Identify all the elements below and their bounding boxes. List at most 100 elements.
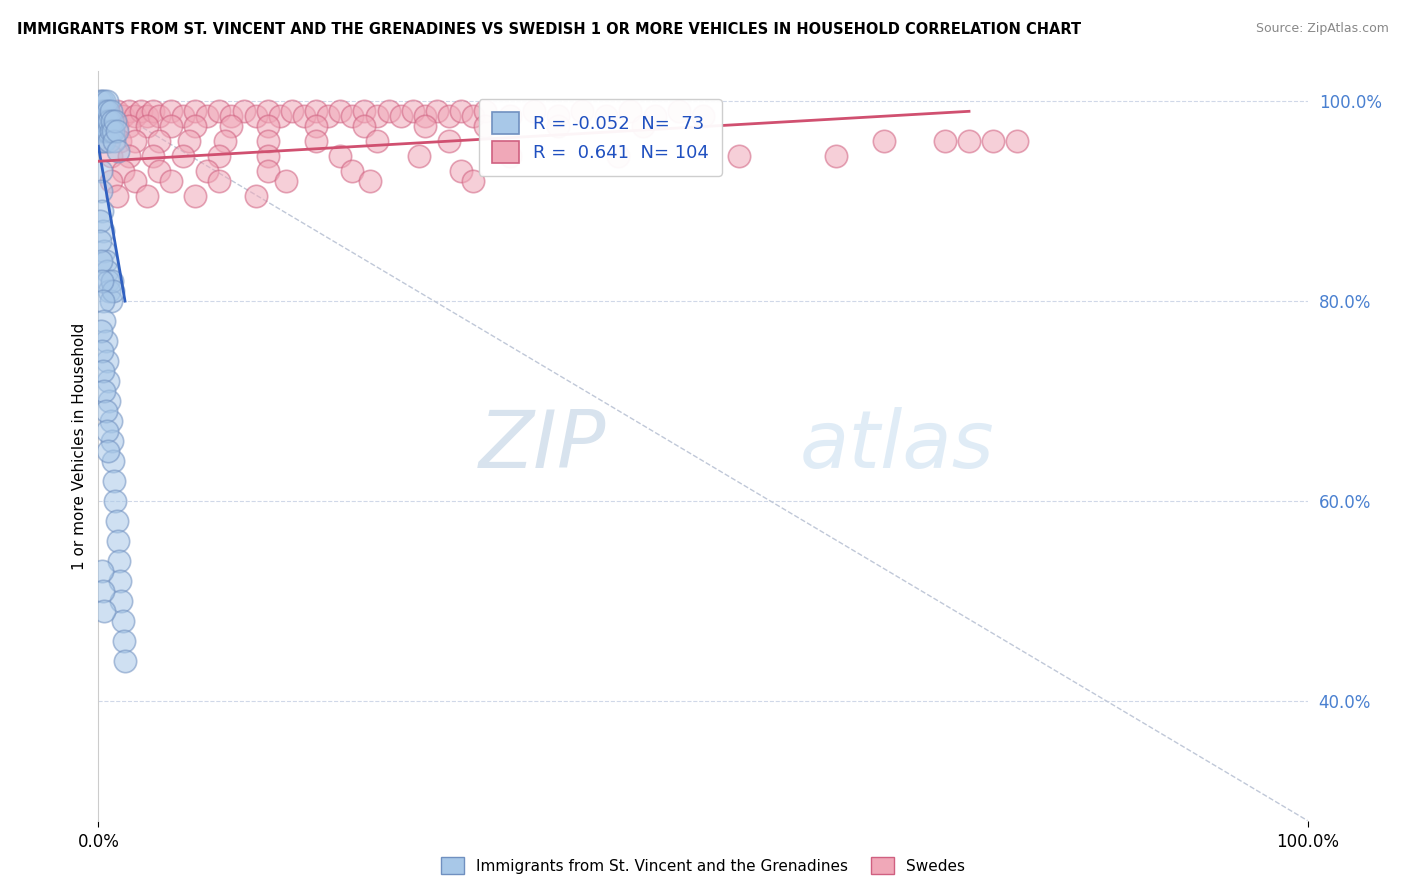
Point xyxy=(450,104,472,119)
Point xyxy=(160,120,183,134)
Point xyxy=(498,149,520,163)
Point xyxy=(547,120,569,134)
Point xyxy=(214,134,236,148)
Point xyxy=(179,134,201,148)
Point xyxy=(631,120,654,134)
Point xyxy=(129,104,152,119)
Point xyxy=(981,134,1004,148)
Point xyxy=(329,149,352,163)
Point xyxy=(97,124,120,138)
Point xyxy=(148,164,170,178)
Point xyxy=(100,414,122,428)
Point xyxy=(172,109,194,123)
Point xyxy=(256,104,278,119)
Point xyxy=(342,164,364,178)
Point xyxy=(208,174,231,188)
Point xyxy=(342,109,364,123)
Point xyxy=(728,149,751,163)
Point xyxy=(172,149,194,163)
Point xyxy=(353,120,375,134)
Point xyxy=(305,120,328,134)
Point xyxy=(100,104,122,119)
Point xyxy=(142,104,165,119)
Point xyxy=(195,164,218,178)
Point xyxy=(389,109,412,123)
Point xyxy=(256,149,278,163)
Point xyxy=(96,95,118,109)
Point xyxy=(523,104,546,119)
Point xyxy=(360,174,382,188)
Point xyxy=(221,109,243,123)
Point xyxy=(112,633,135,648)
Point xyxy=(107,533,129,548)
Point xyxy=(90,124,112,138)
Point xyxy=(232,104,254,119)
Point xyxy=(98,134,121,148)
Point xyxy=(619,104,641,119)
Point xyxy=(96,354,118,368)
Point xyxy=(103,134,125,148)
Point xyxy=(97,134,120,148)
Point xyxy=(91,364,114,378)
Point xyxy=(91,583,114,598)
Point xyxy=(184,189,207,203)
Point xyxy=(105,189,128,203)
Point xyxy=(957,134,980,148)
Point xyxy=(91,564,114,578)
Point xyxy=(98,114,121,128)
Point xyxy=(142,149,165,163)
Point xyxy=(256,134,278,148)
Point xyxy=(111,109,134,123)
Point xyxy=(426,104,449,119)
Point xyxy=(97,274,120,288)
Point xyxy=(305,134,328,148)
Point xyxy=(103,474,125,488)
Point xyxy=(89,95,111,109)
Point xyxy=(100,434,122,448)
Point xyxy=(105,514,128,528)
Point xyxy=(245,189,267,203)
Point xyxy=(118,120,141,134)
Point xyxy=(94,404,117,418)
Point xyxy=(98,394,121,409)
Legend: Immigrants from St. Vincent and the Grenadines, Swedes: Immigrants from St. Vincent and the Gren… xyxy=(434,851,972,880)
Text: atlas: atlas xyxy=(800,407,994,485)
Point xyxy=(644,109,666,123)
Point xyxy=(316,109,339,123)
Point xyxy=(366,134,388,148)
Point xyxy=(91,294,114,309)
Point xyxy=(208,149,231,163)
Point xyxy=(221,120,243,134)
Y-axis label: 1 or more Vehicles in Household: 1 or more Vehicles in Household xyxy=(72,322,87,570)
Point xyxy=(118,149,141,163)
Point xyxy=(353,104,375,119)
Point xyxy=(595,109,617,123)
Point xyxy=(96,424,118,438)
Point xyxy=(256,120,278,134)
Point xyxy=(89,234,111,248)
Point xyxy=(110,594,132,608)
Point xyxy=(94,334,117,348)
Point xyxy=(256,164,278,178)
Point xyxy=(94,124,117,138)
Point xyxy=(402,104,425,119)
Point xyxy=(118,104,141,119)
Point xyxy=(91,224,114,238)
Point xyxy=(100,294,122,309)
Point xyxy=(93,314,115,328)
Point xyxy=(93,114,115,128)
Point xyxy=(160,104,183,119)
Point xyxy=(208,104,231,119)
Point xyxy=(94,104,117,119)
Point xyxy=(160,174,183,188)
Point xyxy=(195,109,218,123)
Point xyxy=(97,444,120,458)
Point xyxy=(413,120,436,134)
Point xyxy=(692,109,714,123)
Point xyxy=(135,189,157,203)
Point xyxy=(366,109,388,123)
Point xyxy=(101,284,124,298)
Legend: R = -0.052  N=  73, R =  0.641  N= 104: R = -0.052 N= 73, R = 0.641 N= 104 xyxy=(479,99,721,176)
Point xyxy=(108,574,131,588)
Point xyxy=(105,124,128,138)
